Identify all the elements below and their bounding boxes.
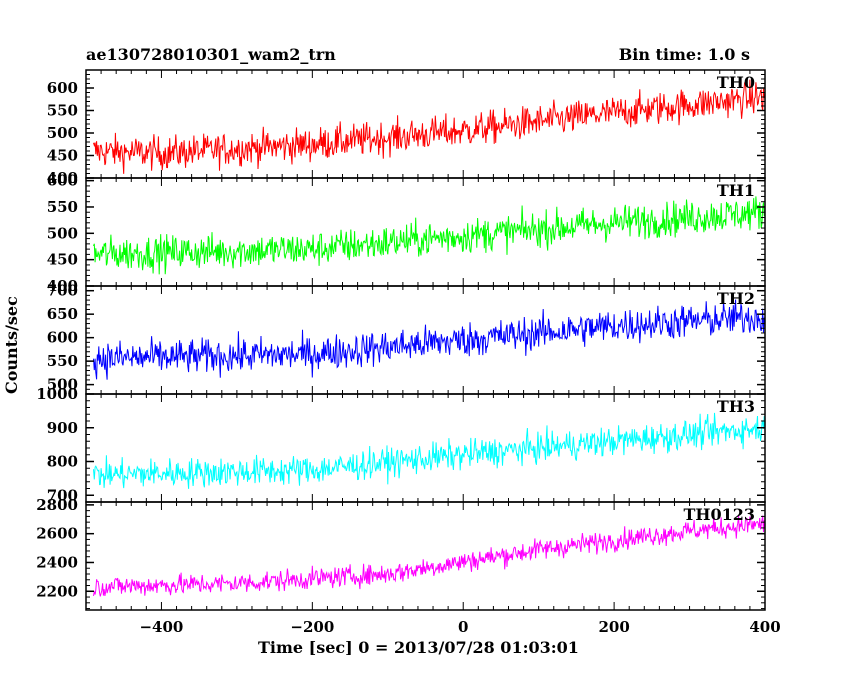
y-tick-label: 2200 — [36, 582, 78, 600]
y-tick-label: 700 — [47, 282, 78, 300]
y-axis-label: Counts/sec — [2, 296, 21, 394]
series-line-th0123 — [93, 515, 765, 597]
panel-label-th0123: TH0123 — [683, 505, 755, 524]
x-axis-label: Time [sec] 0 = 2013/07/28 01:03:01 — [258, 638, 579, 657]
panel-label-th1: TH1 — [717, 181, 755, 200]
y-tick-label: 600 — [47, 172, 78, 190]
y-tick-label: 800 — [47, 453, 78, 471]
y-tick-label: 650 — [47, 305, 78, 323]
panel-label-th2: TH2 — [717, 289, 755, 308]
y-tick-label: 2600 — [36, 525, 78, 543]
bin-time-label: Bin time: 1.0 s — [618, 45, 750, 64]
y-tick-label: 450 — [47, 251, 78, 269]
y-tick-label: 550 — [47, 198, 78, 216]
series-line-th3 — [93, 412, 765, 489]
y-tick-label: 700 — [47, 486, 78, 504]
x-tick-label: 0 — [458, 618, 468, 636]
y-tick-label: 450 — [47, 147, 78, 165]
series-line-th1 — [93, 196, 765, 275]
y-tick-label: 2400 — [36, 553, 78, 571]
y-tick-label: 550 — [47, 102, 78, 120]
x-tick-label: −400 — [139, 618, 183, 636]
x-tick-label: −200 — [290, 618, 334, 636]
y-tick-label: 400 — [47, 169, 78, 187]
series-line-th2 — [93, 299, 765, 380]
panel-label-th0: TH0 — [717, 73, 755, 92]
y-tick-label: 500 — [47, 376, 78, 394]
y-tick-label: 500 — [47, 124, 78, 142]
y-tick-label: 2800 — [36, 496, 78, 514]
series-line-th0 — [93, 79, 765, 174]
y-tick-label: 400 — [47, 277, 78, 295]
chart-title: ae130728010301_wam2_trn — [86, 45, 336, 64]
panel-frame-th2 — [85, 285, 766, 395]
x-tick-label: 400 — [749, 618, 780, 636]
y-tick-label: 500 — [47, 224, 78, 242]
panel-label-th3: TH3 — [717, 397, 755, 416]
y-tick-label: 600 — [47, 329, 78, 347]
panel-frame-th1 — [85, 177, 766, 287]
y-tick-label: 550 — [47, 352, 78, 370]
y-tick-label: 1000 — [36, 385, 78, 403]
x-tick-label: 200 — [598, 618, 629, 636]
y-tick-label: 900 — [47, 419, 78, 437]
y-tick-label: 600 — [47, 79, 78, 97]
panel-frame-th0123 — [85, 501, 766, 611]
